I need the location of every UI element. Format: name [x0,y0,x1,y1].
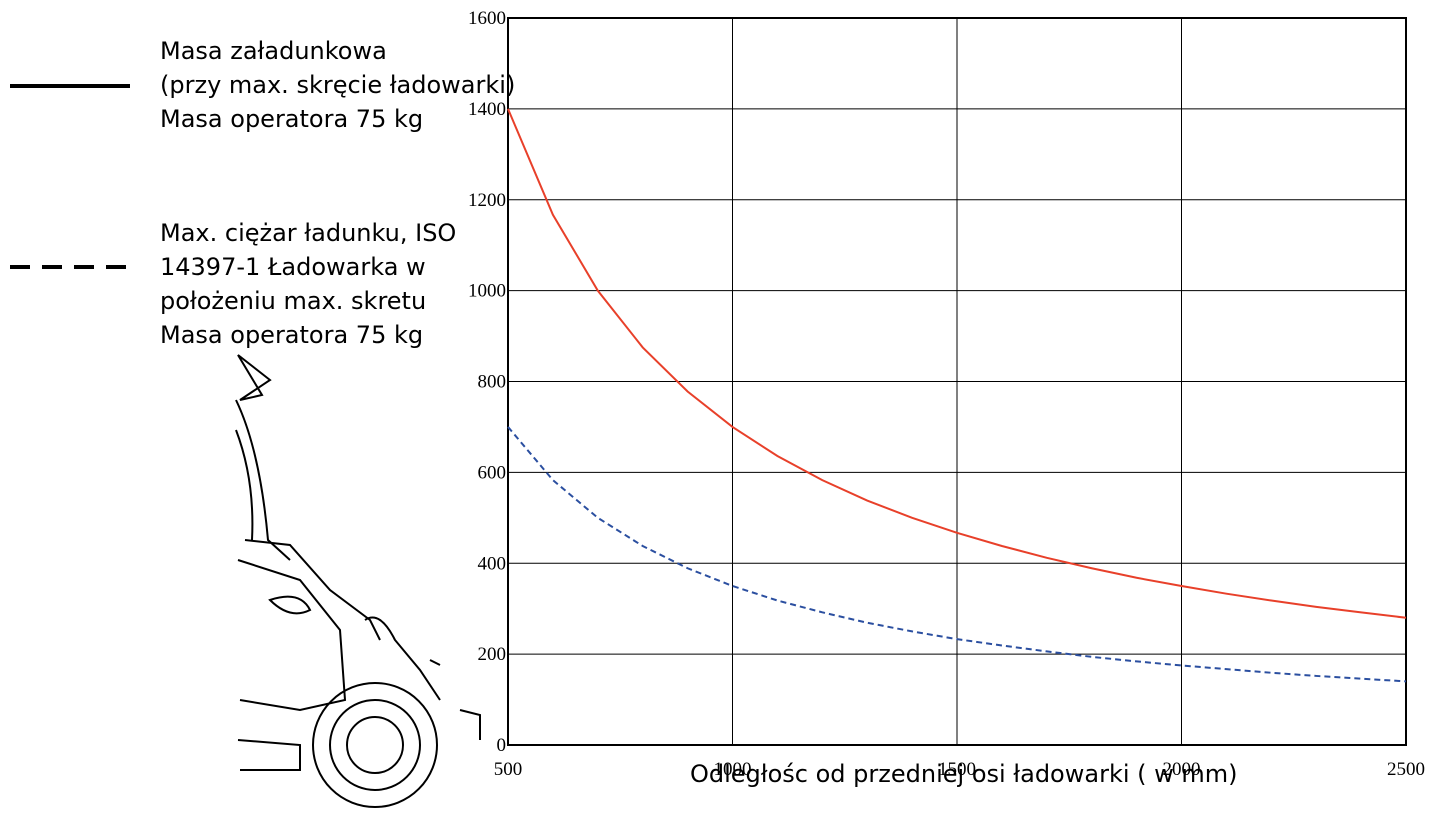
legend-entry: Masa załadunkowa (przy max. skręcie łado… [160,37,516,133]
x-tick-label: 2000 [1163,759,1201,780]
series-line [507,426,1407,683]
y-tick-label: 1200 [468,190,506,211]
loader-illustration [235,354,481,808]
x-tick-label: 500 [494,759,523,780]
x-tick-label: 1500 [938,759,976,780]
plot-frame [507,17,1407,746]
y-tick-label: 1000 [468,281,506,302]
y-tick-label: 400 [478,553,507,574]
y-tick-label: 0 [497,735,507,756]
y-tick-label: 800 [478,372,507,393]
y-tick-label: 1400 [468,99,506,120]
y-tick-label: 1600 [468,8,506,29]
series-line [507,108,1407,619]
x-tick-label: 1000 [714,759,752,780]
legend-entry: Max. ciężar ładunku, ISO 14397-1 Ładowar… [160,219,457,349]
x-axis-label: Odległośc od przedniej osi ładowarki ( w… [690,760,1238,788]
y-tick-label: 600 [478,462,507,483]
x-tick-label: 2500 [1387,759,1425,780]
y-tick-label: 200 [478,644,507,665]
